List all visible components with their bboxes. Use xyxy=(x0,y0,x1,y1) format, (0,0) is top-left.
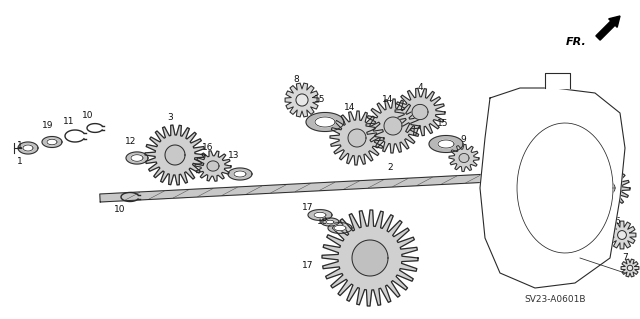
Circle shape xyxy=(618,231,627,239)
Text: 19: 19 xyxy=(42,122,54,130)
Polygon shape xyxy=(449,145,479,172)
Polygon shape xyxy=(165,145,185,165)
Polygon shape xyxy=(328,223,352,234)
Polygon shape xyxy=(18,142,38,154)
FancyArrow shape xyxy=(596,16,620,40)
Polygon shape xyxy=(608,221,636,249)
Text: FR.: FR. xyxy=(566,37,587,47)
Polygon shape xyxy=(285,83,319,117)
Polygon shape xyxy=(621,259,639,277)
Polygon shape xyxy=(412,104,428,120)
Text: 7: 7 xyxy=(622,254,628,263)
Polygon shape xyxy=(131,155,143,161)
Text: 16: 16 xyxy=(202,143,214,152)
Polygon shape xyxy=(42,137,62,147)
Polygon shape xyxy=(348,129,366,147)
Polygon shape xyxy=(601,182,615,194)
Text: 17: 17 xyxy=(302,204,314,212)
Polygon shape xyxy=(330,111,384,165)
Polygon shape xyxy=(556,179,574,197)
Polygon shape xyxy=(334,225,346,231)
Polygon shape xyxy=(321,218,339,226)
Polygon shape xyxy=(586,168,630,208)
Polygon shape xyxy=(100,174,490,202)
Text: 1: 1 xyxy=(17,140,23,150)
Polygon shape xyxy=(234,171,246,177)
Polygon shape xyxy=(480,88,625,288)
Text: 15: 15 xyxy=(314,95,326,105)
Polygon shape xyxy=(352,240,388,276)
Polygon shape xyxy=(228,168,252,180)
Polygon shape xyxy=(539,162,591,214)
Text: 10: 10 xyxy=(115,205,125,214)
Text: 12: 12 xyxy=(125,137,137,146)
Text: 9: 9 xyxy=(460,136,466,145)
Polygon shape xyxy=(354,242,386,274)
Text: 14: 14 xyxy=(344,103,356,113)
Polygon shape xyxy=(459,153,469,162)
Polygon shape xyxy=(126,152,148,164)
Polygon shape xyxy=(145,125,205,185)
Text: 10: 10 xyxy=(83,110,93,120)
Text: 5: 5 xyxy=(599,159,605,167)
Text: 14: 14 xyxy=(382,95,394,105)
Text: 8: 8 xyxy=(293,75,299,84)
Text: SV23-A0601B: SV23-A0601B xyxy=(524,295,586,305)
Text: 17: 17 xyxy=(302,261,314,270)
Text: 11: 11 xyxy=(63,117,75,127)
Text: 18: 18 xyxy=(317,218,329,226)
Polygon shape xyxy=(326,220,334,224)
Polygon shape xyxy=(306,113,344,131)
Polygon shape xyxy=(545,73,570,88)
Polygon shape xyxy=(207,161,219,171)
Polygon shape xyxy=(384,117,402,135)
Text: 3: 3 xyxy=(167,114,173,122)
Circle shape xyxy=(627,265,633,271)
Polygon shape xyxy=(366,99,420,153)
Text: 6: 6 xyxy=(614,218,620,226)
Polygon shape xyxy=(195,151,231,181)
Polygon shape xyxy=(314,212,326,218)
Text: 15: 15 xyxy=(437,118,449,128)
Text: 4: 4 xyxy=(417,84,423,93)
Text: 2: 2 xyxy=(387,164,393,173)
Polygon shape xyxy=(517,123,613,253)
Text: 1: 1 xyxy=(17,158,23,167)
Polygon shape xyxy=(23,145,33,151)
Polygon shape xyxy=(322,210,418,306)
Polygon shape xyxy=(438,140,454,148)
Polygon shape xyxy=(308,210,332,220)
Polygon shape xyxy=(47,139,57,145)
Polygon shape xyxy=(315,117,335,127)
Polygon shape xyxy=(429,136,463,152)
Circle shape xyxy=(296,94,308,106)
Polygon shape xyxy=(395,88,445,136)
Text: 13: 13 xyxy=(228,151,240,160)
